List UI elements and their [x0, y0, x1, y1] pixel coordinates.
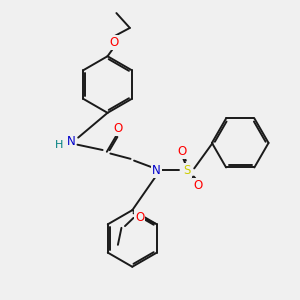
Text: O: O: [135, 212, 145, 224]
Text: O: O: [177, 145, 187, 158]
Text: N: N: [152, 164, 161, 177]
Text: S: S: [184, 164, 191, 177]
Text: H: H: [55, 140, 63, 150]
Text: O: O: [113, 122, 123, 135]
Text: O: O: [193, 178, 203, 191]
Text: O: O: [109, 36, 119, 49]
Text: N: N: [67, 135, 76, 148]
